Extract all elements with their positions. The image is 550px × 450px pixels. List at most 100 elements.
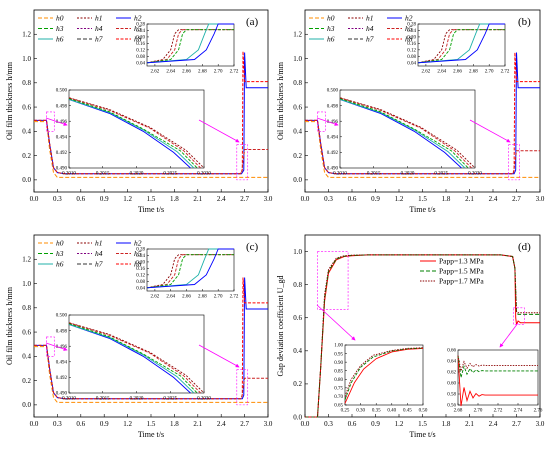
inset-x-tick-label: 0.2010 <box>62 172 76 177</box>
inset-y-tick-label: 0.04 <box>136 286 145 291</box>
inset-x-tick-label: 2.66 <box>453 70 462 75</box>
inset-x-tick-label: 2.62 <box>151 70 160 75</box>
y-axis-label: Oil film thickness h/mm <box>5 61 14 140</box>
x-axis-label: Time t/s <box>409 205 435 214</box>
y-tick-label: 0.2 <box>293 152 302 160</box>
inset-zoom-start <box>344 344 424 406</box>
inset-y-tick-label: 0.56 <box>447 404 456 409</box>
inset-line <box>339 97 472 169</box>
x-tick-label: 0.9 <box>100 420 109 428</box>
x-tick-label: 0.6 <box>348 195 357 203</box>
inset-x-tick-label: 0.2030 <box>197 397 211 402</box>
inset-line <box>68 323 195 394</box>
inset-line <box>68 98 191 169</box>
zoom-arrow <box>198 119 240 143</box>
inset-y-tick-label: 0.95 <box>334 352 343 357</box>
series-line-papp <box>305 254 540 418</box>
inset-line <box>146 23 234 64</box>
inset-line <box>344 347 424 401</box>
inset-line <box>417 23 505 64</box>
inset-y-tick-label: 0.494 <box>327 136 339 141</box>
x-tick-label: 0.0 <box>30 420 39 428</box>
inset-y-tick-label: 0.20 <box>136 261 145 266</box>
zoom-arrow <box>316 117 339 126</box>
inset-line <box>146 29 234 64</box>
y-tick-label: 0.4 <box>293 347 302 355</box>
y-axis-label: Gap deviation coefficient U_gd <box>276 276 285 377</box>
legend-label: h5 <box>134 249 142 258</box>
panel-label: (b) <box>518 16 531 28</box>
inset-y-tick-label: 0.12 <box>136 274 145 279</box>
inset-x-tick-label: 2.68 <box>454 409 463 414</box>
inset-y-tick-label: 0.24 <box>407 29 416 34</box>
x-tick-label: 0.6 <box>76 195 85 203</box>
inset-y-tick-label: 0.500 <box>56 314 68 319</box>
x-tick-label: 1.5 <box>418 420 427 428</box>
x-tick-label: 0.3 <box>53 420 62 428</box>
inset-zoom-end <box>457 349 539 406</box>
inset-x-tick-label: 0.40 <box>387 409 396 414</box>
y-tick-label: 0.2 <box>293 380 302 388</box>
legend-label: h0 <box>327 14 335 23</box>
panel-c: 0.0 0.3 0.6 0.9 1.2 1.5 1.8 2.1 2.4 2.7 3.00.00.20… <box>5 234 273 439</box>
x-tick-label: 0.0 <box>30 195 39 203</box>
inset-line <box>457 355 538 378</box>
inset-x-tick-label: 0.50 <box>419 409 428 414</box>
inset-y-tick-label: 0.496 <box>56 345 68 350</box>
inset-line <box>68 322 201 394</box>
inset-y-tick-label: 0.80 <box>334 378 343 383</box>
y-tick-label: 1.2 <box>22 256 31 264</box>
inset-y-tick-label: 0.12 <box>136 49 145 54</box>
inset-x-tick-label: 2.66 <box>182 70 191 75</box>
inset-x-tick-label: 0.2030 <box>468 172 482 177</box>
inset-y-tick-label: 0.85 <box>334 369 343 374</box>
legend-label: h7 <box>95 35 103 44</box>
inset-x-tick-label: 2.62 <box>422 70 431 75</box>
x-tick-label: 3.0 <box>264 420 273 428</box>
panel-a: 0.0 0.3 0.6 0.9 1.2 1.5 1.8 2.1 2.4 2.7 3.00.00.20… <box>5 9 273 214</box>
legend-label: h2 <box>134 14 142 23</box>
inset-y-tick-label: 0.490 <box>56 392 68 397</box>
inset-x-tick-label: 2.70 <box>214 295 223 300</box>
zoom-box <box>508 144 520 181</box>
zoom-arrow <box>45 342 68 351</box>
inset-x-tick-label: 0.2030 <box>197 172 211 177</box>
inset-x-tick-label: 0.2020 <box>130 172 144 177</box>
legend-label: h8 <box>134 260 142 269</box>
legend-label: h4 <box>95 24 103 33</box>
inset-y-tick-label: 0.16 <box>136 42 145 47</box>
legend-label: h0 <box>56 14 64 23</box>
inset-line <box>339 98 469 169</box>
x-tick-label: 2.1 <box>193 420 202 428</box>
series-line-h5 <box>34 119 268 175</box>
panel-label: (c) <box>246 241 259 253</box>
inset-y-tick-label: 0.16 <box>136 267 145 272</box>
inset-x-tick-label: 2.62 <box>151 295 160 300</box>
zoom-arrow <box>499 322 519 348</box>
y-tick-label: 0.2 <box>22 152 31 160</box>
inset-x-tick-label: 0.25 <box>341 409 350 414</box>
x-tick-label: 0.0 <box>301 195 310 203</box>
inset-x-tick-label: 0.2010 <box>62 397 76 402</box>
inset-line <box>417 23 505 64</box>
inset-zoom-start <box>339 89 476 169</box>
inset-x-tick-label: 2.68 <box>198 70 207 75</box>
inset-line <box>146 254 234 289</box>
inset-x-tick-label: 0.45 <box>403 409 412 414</box>
x-axis-label: Time t/s <box>409 430 435 439</box>
x-tick-label: 2.4 <box>489 420 498 428</box>
inset-line <box>146 248 234 289</box>
y-tick-label: 1.0 <box>22 280 31 288</box>
zoom-box <box>236 144 249 181</box>
inset-y-tick-label: 0.498 <box>327 104 339 109</box>
x-tick-label: 2.7 <box>512 420 521 428</box>
x-tick-label: 1.5 <box>147 420 156 428</box>
inset-y-tick-label: 0.58 <box>447 393 456 398</box>
inset-x-tick-label: 2.64 <box>166 295 175 300</box>
y-tick-label: 0.6 <box>293 314 302 322</box>
inset-y-tick-label: 0.08 <box>136 55 145 60</box>
x-tick-label: 0.0 <box>301 420 310 428</box>
inset-y-tick-label: 0.496 <box>56 120 68 125</box>
inset-y-tick-label: 0.500 <box>327 89 339 94</box>
